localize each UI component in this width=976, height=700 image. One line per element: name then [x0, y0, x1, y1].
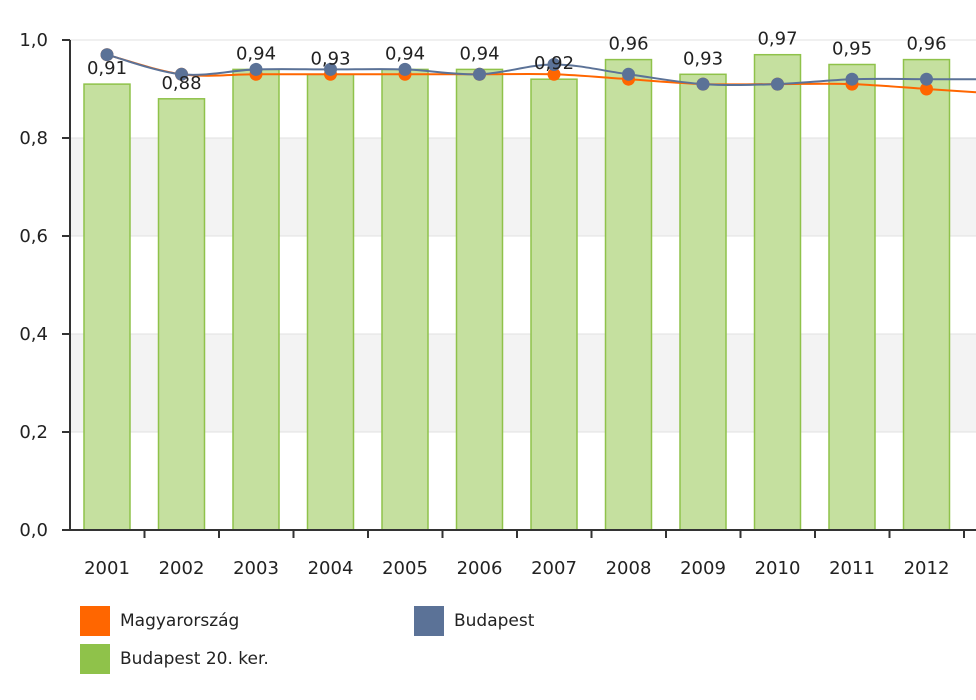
data-label-2002: 0,88 — [161, 73, 201, 94]
chart-svg: 0,91 0,88 0,94 0,93 0,94 0,94 0,92 0,96 0,93 0,97… — [19, 29, 976, 579]
point-budapest-2005 — [398, 62, 412, 76]
data-label-2010: 0,97 — [757, 29, 797, 50]
legend-label-budapest: Budapest — [454, 611, 535, 631]
point-budapest-2009 — [696, 77, 710, 91]
data-label-2009: 0,93 — [683, 48, 723, 69]
bar-2002 — [157, 98, 206, 531]
legend-item-magyarorszag[interactable]: Magyarország — [80, 604, 239, 638]
y-tick-label: 0,2 — [19, 422, 48, 443]
legend-item-budapest-20[interactable]: Budapest 20. ker. — [80, 642, 269, 676]
x-tick-label: 2008 — [606, 558, 652, 579]
grid-band — [70, 432, 976, 530]
x-tick-label: 2001 — [84, 558, 130, 579]
x-tick-label: 2011 — [829, 558, 875, 579]
bar-2003 — [232, 68, 280, 531]
point-budapest-2012 — [920, 72, 933, 86]
data-label-2012: 0,96 — [906, 34, 946, 55]
grid-band — [70, 40, 976, 138]
x-tick-label: 2012 — [904, 558, 950, 579]
legend-item-budapest[interactable]: Budapest — [414, 604, 534, 638]
x-tick-label: 2005 — [382, 558, 428, 579]
x-tick-label: 2007 — [531, 558, 577, 579]
grid-band — [70, 334, 976, 432]
x-tick-label: 2006 — [457, 558, 503, 579]
point-budapest-2003 — [249, 62, 263, 76]
legend-swatch-magyarorszag — [80, 606, 110, 636]
x-tick-label: 2003 — [233, 558, 279, 579]
x-tick-label: 2002 — [159, 558, 205, 579]
grid-band — [70, 138, 976, 236]
x-tick-label: 2004 — [308, 558, 354, 579]
bar-2011 — [828, 63, 876, 531]
bar-2006 — [455, 68, 504, 531]
y-tick-label: 0,8 — [19, 128, 48, 149]
point-budapest-2011 — [845, 72, 859, 86]
legend: Magyarország Budapest Budapest 20. ker. — [80, 604, 960, 684]
point-budapest-2001 — [100, 48, 114, 62]
data-label-2008: 0,96 — [608, 34, 648, 55]
bar-2007 — [530, 78, 578, 531]
point-magyarorsz-g-2007 — [547, 67, 561, 81]
y-tick-label: 0,0 — [19, 520, 48, 541]
chart: 0,91 0,88 0,94 0,93 0,94 0,94 0,92 0,96 0,93 0,97… — [19, 29, 976, 579]
point-budapest-2010 — [771, 77, 784, 91]
data-label-2001: 0,91 — [87, 58, 127, 79]
point-budapest-2007 — [547, 58, 561, 71]
grid-band — [70, 236, 976, 334]
legend-label-budapest-20: Budapest 20. ker. — [120, 649, 269, 669]
legend-swatch-budapest — [414, 606, 444, 636]
x-tick-label: 2010 — [755, 558, 801, 579]
bar-2010 — [753, 53, 802, 531]
bar-2004 — [306, 73, 355, 531]
bar-2008 — [604, 58, 653, 531]
y-tick-label: 1,0 — [19, 30, 48, 51]
y-tick-label: 0,4 — [19, 324, 48, 345]
point-budapest-2004 — [324, 62, 337, 76]
point-budapest-2008 — [622, 67, 635, 81]
data-label-2011: 0,95 — [832, 39, 872, 60]
bar-2001 — [83, 83, 131, 531]
data-label-2004: 0,93 — [310, 48, 350, 69]
data-label-2007: 0,92 — [534, 53, 574, 74]
point-budapest-2006 — [473, 67, 486, 81]
bar-2012 — [902, 58, 951, 531]
data-label-2003: 0,94 — [236, 43, 276, 64]
legend-label-magyarorszag: Magyarország — [120, 611, 240, 631]
data-label-2006: 0,94 — [459, 43, 499, 64]
y-tick-label: 0,6 — [19, 226, 48, 247]
data-label-2005: 0,94 — [385, 43, 425, 64]
x-tick-label: 2009 — [680, 558, 726, 579]
point-magyarorsz-g-2012 — [920, 82, 933, 96]
bar-2009 — [679, 73, 727, 531]
legend-swatch-budapest-20 — [80, 644, 110, 674]
bar-2005 — [381, 68, 429, 531]
point-budapest-2002 — [175, 67, 188, 81]
